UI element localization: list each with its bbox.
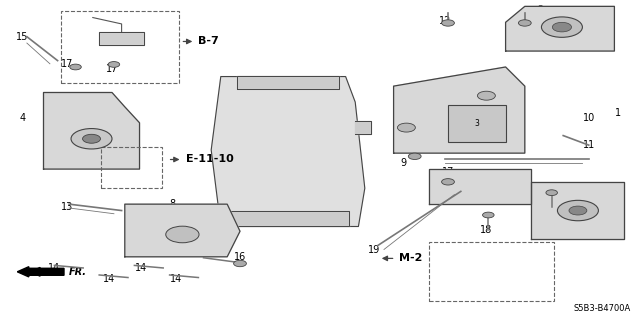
- Text: 14: 14: [102, 274, 115, 284]
- Text: 18: 18: [480, 225, 493, 235]
- Text: 4: 4: [19, 113, 26, 123]
- Circle shape: [546, 190, 557, 196]
- Text: FR.: FR.: [69, 267, 87, 277]
- Text: 16: 16: [234, 252, 246, 262]
- Text: 2: 2: [538, 4, 544, 15]
- Bar: [61, 11, 179, 83]
- Text: S5B3-B4700A: S5B3-B4700A: [573, 304, 630, 313]
- Circle shape: [518, 20, 531, 26]
- Text: 17: 17: [442, 167, 454, 177]
- Polygon shape: [237, 76, 339, 89]
- Polygon shape: [99, 32, 144, 45]
- Text: 5: 5: [96, 151, 102, 161]
- Polygon shape: [506, 6, 614, 51]
- Polygon shape: [394, 67, 525, 153]
- Text: 6: 6: [509, 180, 515, 190]
- Polygon shape: [211, 77, 365, 226]
- Polygon shape: [429, 169, 531, 204]
- Text: 17: 17: [406, 140, 419, 150]
- Circle shape: [71, 129, 112, 149]
- Bar: [448, 105, 506, 142]
- Circle shape: [442, 179, 454, 185]
- Text: 11: 11: [582, 140, 595, 150]
- Text: B-7: B-7: [198, 36, 219, 47]
- Circle shape: [569, 206, 587, 215]
- Polygon shape: [125, 204, 240, 257]
- Circle shape: [557, 200, 598, 221]
- Text: 12: 12: [438, 16, 451, 26]
- Text: 3: 3: [493, 129, 499, 139]
- Polygon shape: [224, 211, 349, 226]
- Polygon shape: [44, 93, 140, 169]
- Bar: [101, 147, 162, 188]
- Polygon shape: [531, 182, 624, 239]
- Circle shape: [70, 64, 81, 70]
- Text: 17: 17: [61, 59, 74, 69]
- Circle shape: [83, 134, 100, 143]
- Text: 8: 8: [170, 199, 176, 209]
- Text: 7: 7: [403, 91, 410, 101]
- Polygon shape: [355, 121, 371, 134]
- Text: 1: 1: [614, 108, 621, 118]
- Text: 19: 19: [368, 245, 381, 256]
- Circle shape: [477, 91, 495, 100]
- Circle shape: [442, 20, 454, 26]
- Circle shape: [166, 226, 199, 243]
- Text: 12: 12: [534, 33, 547, 43]
- Circle shape: [541, 17, 582, 37]
- Text: 17: 17: [106, 63, 118, 74]
- Text: 13: 13: [61, 202, 74, 212]
- Text: 18: 18: [547, 196, 560, 206]
- Circle shape: [408, 153, 421, 160]
- Text: M-2: M-2: [399, 253, 423, 263]
- FancyArrow shape: [17, 267, 64, 277]
- Text: 3: 3: [474, 119, 479, 128]
- Bar: [429, 242, 554, 301]
- Text: 15: 15: [16, 32, 29, 42]
- Circle shape: [234, 260, 246, 267]
- Circle shape: [397, 123, 415, 132]
- Circle shape: [483, 212, 494, 218]
- Text: 14: 14: [170, 274, 182, 284]
- Circle shape: [108, 62, 120, 67]
- Text: 14: 14: [48, 263, 61, 273]
- Text: 14: 14: [134, 263, 147, 273]
- Circle shape: [552, 22, 572, 32]
- Text: 9: 9: [400, 158, 406, 168]
- Text: 10: 10: [582, 113, 595, 123]
- Text: E-11-10: E-11-10: [186, 154, 234, 165]
